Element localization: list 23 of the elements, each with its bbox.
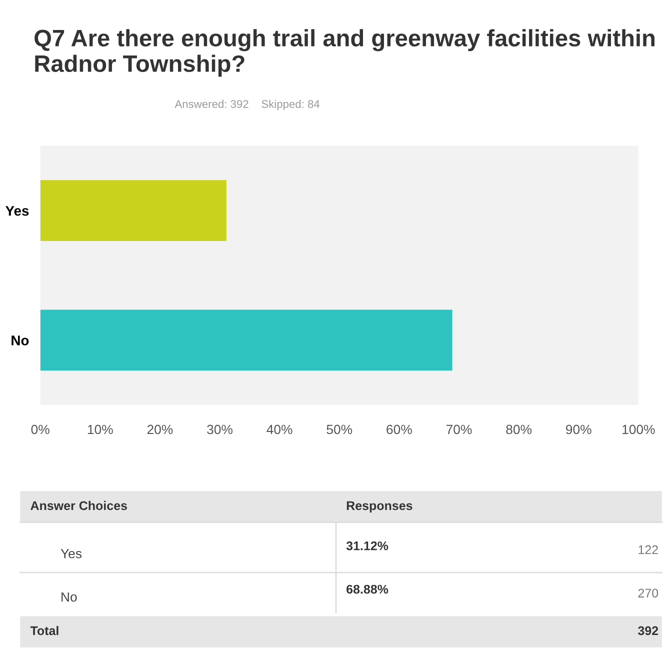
category-label: Yes — [60, 549, 82, 558]
text: 392 — [638, 626, 658, 636]
chart-title: Q7 Are there enough trail and greenway facilities within Radnor Township? — [34, 29, 654, 77]
x-tick-label: 70% — [446, 424, 472, 434]
text: Total — [30, 626, 58, 636]
x-tick-label: 60% — [386, 424, 412, 434]
x-tick-label: 0% — [31, 424, 50, 434]
x-tick-label: 100% — [622, 424, 655, 434]
x-tick-label: 90% — [566, 424, 592, 434]
text: 68.88% — [346, 584, 388, 594]
x-tick-label: 20% — [147, 424, 173, 434]
text: 122 — [638, 545, 658, 554]
text: Responses — [346, 501, 412, 513]
x-tick-label: 10% — [88, 424, 113, 434]
x-tick-label: 50% — [326, 424, 352, 434]
category-label: No — [62, 592, 77, 602]
x-tick-label: 30% — [207, 424, 232, 434]
x-tick-label: 80% — [506, 424, 532, 434]
x-tick-label: 40% — [266, 424, 292, 434]
chart-subtitle: Answered: 392 Skipped: 84 — [174, 100, 320, 110]
text: 270 — [638, 588, 658, 598]
text: 31.12% — [346, 541, 388, 550]
text: Answer Choices — [30, 500, 127, 510]
